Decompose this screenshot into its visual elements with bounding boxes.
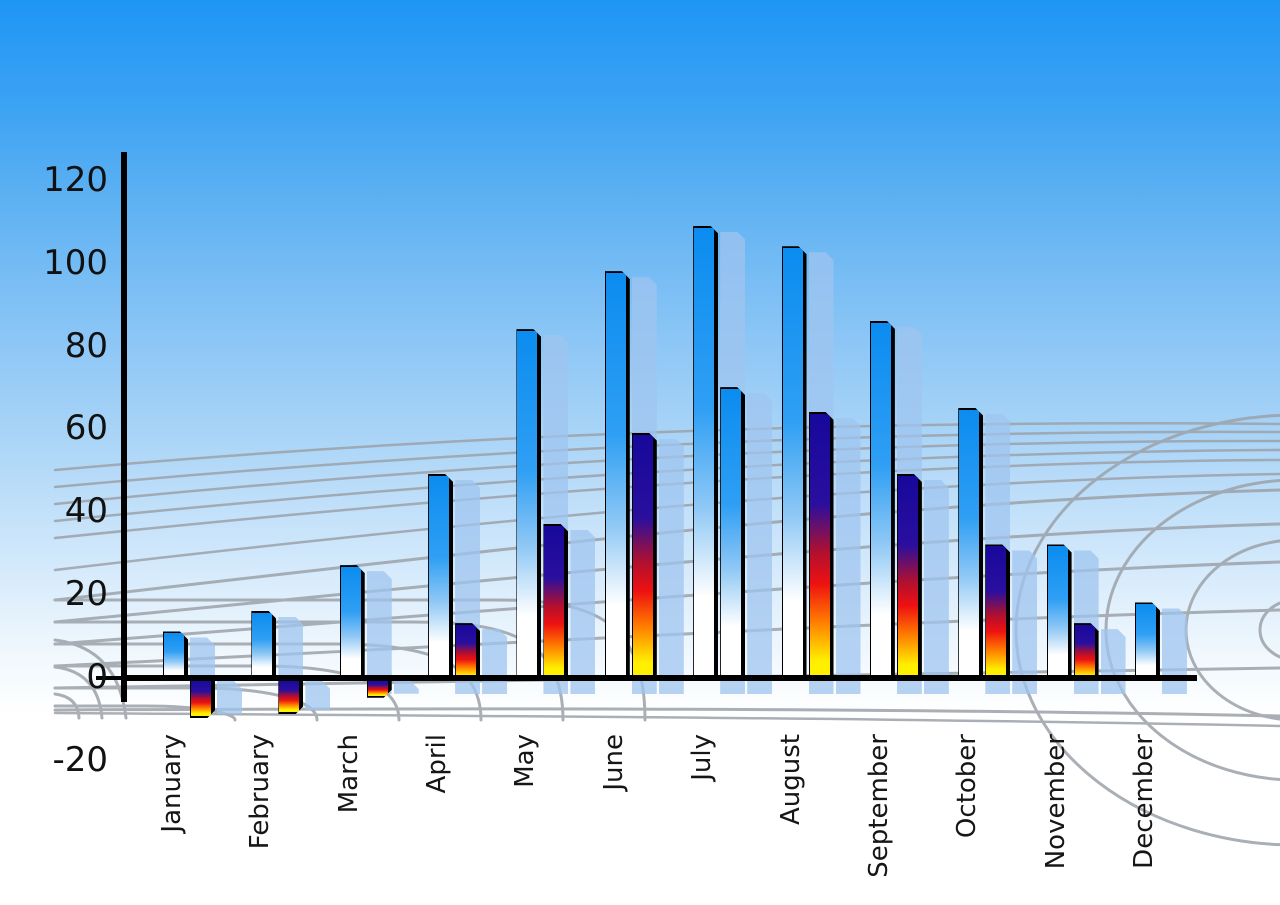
bar-july-secondary [720, 387, 745, 679]
bar-june-secondary [632, 433, 657, 679]
bar-december-primary-fill [1136, 604, 1156, 679]
bar-july-primary-fill [694, 228, 714, 679]
shadow-august-secondary [836, 418, 861, 694]
bar-november-secondary-fill [1075, 625, 1095, 679]
zero-tick [96, 676, 122, 680]
bar-march-secondary [367, 679, 392, 698]
y-tick-label-0: 0 [86, 657, 108, 697]
x-tick-label-march: March [333, 734, 364, 814]
x-tick-label-january: January [157, 734, 187, 833]
shadow-june-secondary [659, 439, 684, 694]
bar-august-primary [782, 246, 807, 679]
shadow-april-secondary [482, 629, 507, 694]
bar-may-secondary [543, 524, 568, 679]
bar-august-secondary [809, 412, 834, 679]
y-tick-label-60: 60 [64, 408, 108, 449]
bar-april-primary [428, 474, 453, 679]
bar-may-primary [516, 329, 541, 679]
shadow-november-secondary [1101, 629, 1126, 694]
bar-november-primary-fill [1048, 546, 1068, 679]
bar-july-secondary-fill [721, 389, 741, 679]
x-tick-label-may: May [510, 734, 541, 788]
bar-april-secondary [455, 623, 480, 679]
shadow-may-secondary [570, 530, 595, 694]
bar-january-primary-fill [164, 633, 184, 679]
shadow-october-secondary [1012, 550, 1037, 694]
bar-may-primary-fill [517, 331, 537, 679]
bar-june-secondary-fill [633, 435, 653, 679]
x-tick-label-february: February [245, 734, 276, 850]
bar-may-secondary-fill [544, 526, 564, 679]
bar-february-primary-fill [252, 613, 272, 679]
bar-september-primary-fill [871, 323, 891, 679]
x-tick-label-november: November [1040, 734, 1071, 870]
bar-april-primary-fill [429, 476, 449, 679]
y-tick-label-100: 100 [43, 242, 108, 283]
bar-february-secondary [278, 679, 303, 714]
bar-march-primary-fill [341, 567, 361, 679]
bar-october-secondary-fill [986, 546, 1006, 679]
bar-september-primary [870, 321, 895, 679]
bar-august-secondary-fill [810, 414, 830, 679]
bar-october-primary-fill [959, 410, 979, 679]
shadow-february-secondary [305, 681, 330, 710]
x-tick-label-july: July [687, 734, 718, 781]
y-tick-label-80: 80 [64, 325, 108, 366]
bar-january-secondary-fill [191, 679, 211, 716]
shadow-march-secondary [394, 681, 419, 694]
shadow-july-secondary [747, 393, 772, 694]
x-tick-label-september: September [863, 734, 894, 878]
shadow-march-primary [367, 571, 392, 694]
bar-december-primary [1135, 602, 1160, 679]
bar-june-primary-fill [606, 273, 626, 679]
shadow-january-secondary [217, 681, 242, 714]
y-axis-line [121, 152, 127, 702]
bar-september-secondary-fill [898, 476, 918, 679]
bar-january-primary [163, 631, 188, 679]
x-axis-line [122, 675, 1197, 681]
y-tick-label-20: 20 [64, 574, 108, 615]
bar-july-primary [693, 226, 718, 679]
bar-march-secondary-fill [368, 679, 388, 696]
shadow-september-secondary [924, 480, 949, 694]
bar-september-secondary [897, 474, 922, 679]
x-tick-label-june: June [598, 734, 629, 791]
bar-november-primary [1047, 544, 1072, 679]
bar-april-secondary-fill [456, 625, 476, 679]
bar-march-primary [340, 565, 365, 679]
bar-october-secondary [985, 544, 1010, 679]
x-tick-label-december: December [1128, 734, 1159, 869]
x-tick-label-april: April [422, 734, 453, 794]
bar-october-primary [958, 408, 983, 679]
y-tick-label-120: 120 [43, 159, 108, 200]
bar-november-secondary [1074, 623, 1099, 679]
bar-january-secondary [190, 679, 215, 718]
bar-february-secondary-fill [279, 679, 299, 712]
bar-february-primary [251, 611, 276, 679]
x-tick-label-august: August [775, 734, 806, 825]
y-tick-label--20: -20 [52, 739, 108, 780]
x-tick-label-october: October [952, 734, 983, 839]
bar-august-primary-fill [783, 248, 803, 679]
bar-june-primary [605, 271, 630, 679]
y-tick-label-40: 40 [64, 491, 108, 532]
